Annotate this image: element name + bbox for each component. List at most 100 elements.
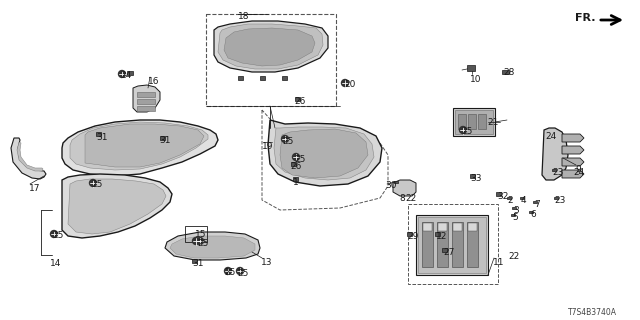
Text: 31: 31	[96, 133, 108, 142]
Bar	[206, 14, 336, 106]
Text: 9: 9	[575, 165, 580, 174]
Text: 24: 24	[120, 71, 131, 80]
Polygon shape	[520, 197, 524, 199]
Text: 29: 29	[407, 232, 419, 241]
Bar	[185, 226, 207, 242]
Text: 23: 23	[552, 168, 563, 177]
Text: 32: 32	[497, 192, 508, 201]
Bar	[438, 223, 447, 231]
Bar	[418, 217, 486, 273]
Text: 23: 23	[554, 196, 565, 205]
Circle shape	[460, 126, 467, 133]
Text: 20: 20	[344, 80, 355, 89]
Circle shape	[292, 154, 300, 161]
Polygon shape	[511, 214, 515, 216]
Bar	[452, 222, 463, 267]
Polygon shape	[562, 158, 584, 166]
Text: 21: 21	[487, 118, 499, 127]
Polygon shape	[512, 207, 516, 209]
Text: 7: 7	[534, 200, 540, 209]
Circle shape	[193, 237, 200, 244]
Polygon shape	[470, 174, 474, 178]
Text: 6: 6	[530, 210, 536, 219]
Polygon shape	[159, 136, 164, 140]
Bar	[137, 92, 155, 97]
Polygon shape	[294, 97, 300, 101]
Circle shape	[342, 79, 349, 86]
Polygon shape	[127, 71, 133, 75]
Text: 30: 30	[385, 181, 397, 190]
Text: 16: 16	[148, 77, 159, 86]
Polygon shape	[282, 76, 287, 80]
Circle shape	[282, 135, 289, 142]
Text: 22: 22	[508, 252, 519, 261]
Polygon shape	[274, 127, 374, 180]
Bar	[437, 222, 448, 267]
Text: 22: 22	[405, 194, 416, 203]
Text: 4: 4	[521, 196, 527, 205]
Bar	[137, 106, 155, 111]
Polygon shape	[502, 70, 509, 74]
Text: 26: 26	[294, 97, 305, 106]
Text: 33: 33	[470, 174, 481, 183]
Polygon shape	[562, 134, 584, 142]
Text: 25: 25	[224, 268, 236, 277]
Polygon shape	[133, 85, 160, 112]
Polygon shape	[394, 181, 398, 183]
Text: 11: 11	[493, 258, 504, 267]
Circle shape	[51, 230, 58, 237]
Polygon shape	[62, 120, 218, 176]
Polygon shape	[292, 177, 298, 181]
Polygon shape	[562, 146, 584, 154]
Polygon shape	[11, 138, 46, 179]
Polygon shape	[224, 28, 315, 66]
Circle shape	[196, 237, 204, 244]
Bar	[455, 110, 493, 134]
Polygon shape	[507, 197, 511, 199]
Bar	[478, 114, 486, 129]
Polygon shape	[495, 192, 500, 196]
Text: 28: 28	[503, 68, 515, 77]
Text: 25: 25	[237, 269, 248, 278]
Text: 25: 25	[197, 239, 209, 248]
Polygon shape	[393, 180, 416, 196]
Polygon shape	[533, 201, 537, 203]
Polygon shape	[442, 248, 447, 252]
Polygon shape	[17, 142, 43, 171]
Text: 10: 10	[470, 75, 481, 84]
Text: 8: 8	[399, 194, 404, 203]
Polygon shape	[165, 232, 260, 260]
Polygon shape	[95, 132, 100, 136]
Text: 12: 12	[436, 232, 447, 241]
Polygon shape	[191, 259, 196, 263]
Bar	[137, 99, 155, 104]
Text: 1: 1	[293, 178, 299, 187]
Text: 13: 13	[261, 258, 273, 267]
Polygon shape	[70, 122, 208, 170]
Polygon shape	[280, 129, 368, 178]
Bar	[467, 222, 478, 267]
Circle shape	[118, 70, 125, 77]
Text: 18: 18	[238, 12, 250, 21]
Bar	[423, 223, 432, 231]
Circle shape	[237, 268, 243, 275]
Bar	[468, 223, 477, 231]
Text: 27: 27	[443, 248, 454, 257]
Circle shape	[90, 180, 97, 187]
Text: 25: 25	[282, 137, 293, 146]
Polygon shape	[552, 169, 556, 171]
Text: 24: 24	[545, 132, 556, 141]
Text: 2: 2	[507, 196, 513, 205]
Text: 31: 31	[159, 136, 170, 145]
Polygon shape	[291, 162, 296, 166]
Polygon shape	[562, 170, 584, 178]
Text: 15: 15	[195, 230, 207, 239]
Text: 24: 24	[573, 168, 584, 177]
Polygon shape	[214, 21, 328, 72]
Circle shape	[225, 268, 232, 275]
Text: 5: 5	[512, 213, 518, 222]
Bar	[408, 204, 498, 284]
Text: 25: 25	[294, 155, 305, 164]
Polygon shape	[170, 236, 255, 258]
Polygon shape	[62, 174, 172, 238]
